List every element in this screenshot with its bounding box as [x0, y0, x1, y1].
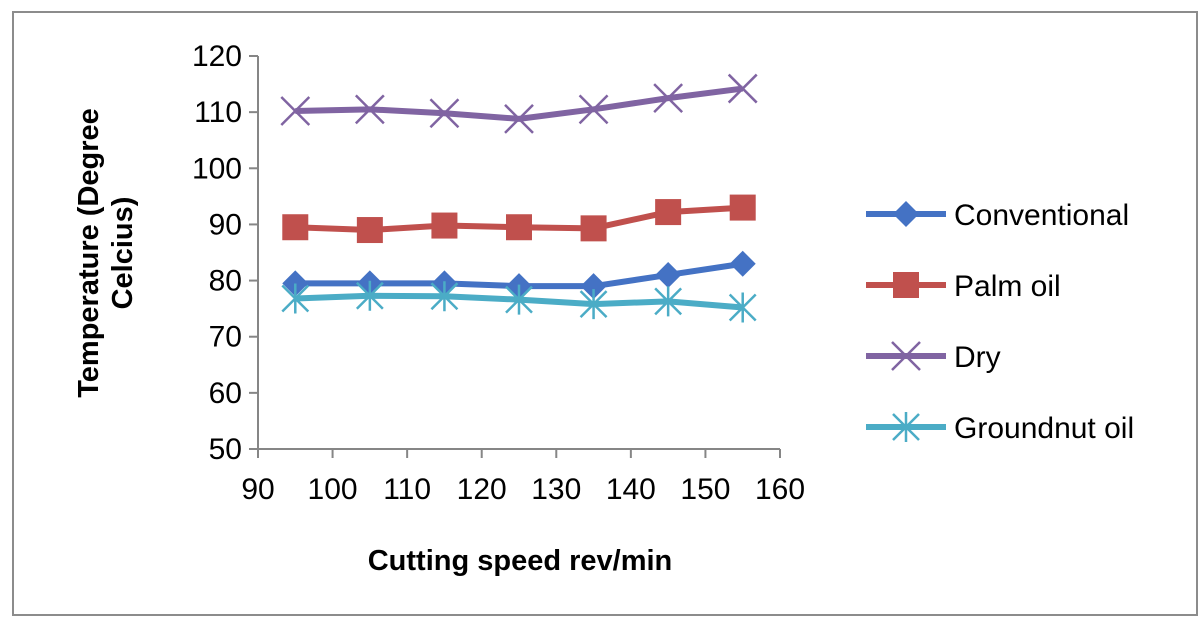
- y-tick-label: 90: [209, 208, 242, 241]
- legend-item-conventional: Conventional: [866, 199, 1129, 232]
- data-point-dry: [280, 96, 311, 126]
- x-tick-label: 110: [383, 473, 431, 506]
- data-point-dry: [354, 94, 385, 125]
- legend-label-groundnut-oil: Groundnut oil: [954, 412, 1134, 445]
- legend-swatch-marker: [892, 412, 920, 442]
- legend-item-dry: Dry: [866, 341, 1001, 374]
- x-tick-label: 100: [308, 473, 358, 506]
- y-tick-label: 80: [209, 265, 242, 298]
- data-point-groundnut-oil: [654, 286, 683, 317]
- data-point-groundnut-oil: [355, 280, 384, 311]
- data-point-palm-oil: [580, 215, 607, 242]
- data-point-dry: [429, 98, 460, 129]
- data-point-palm-oil: [655, 199, 682, 226]
- y-axis-title-line2: Celcius): [107, 197, 139, 310]
- data-point-palm-oil: [356, 217, 383, 244]
- data-point-conventional: [580, 273, 607, 300]
- x-tick-label: 150: [680, 473, 730, 506]
- y-tick-label: 60: [209, 377, 242, 410]
- data-point-groundnut-oil: [505, 284, 533, 315]
- y-tick-label: 100: [192, 152, 242, 185]
- data-point-dry: [727, 73, 758, 104]
- data-point-conventional: [282, 270, 309, 297]
- legend-swatch-marker: [891, 341, 921, 371]
- series-groundnut-oil: [281, 280, 757, 323]
- data-point-palm-oil: [729, 194, 756, 221]
- series-lines: [280, 73, 758, 323]
- x-tick-label: 90: [241, 473, 274, 506]
- data-point-groundnut-oil: [281, 283, 310, 314]
- data-point-dry: [653, 83, 684, 113]
- legend-label-palm-oil: Palm oil: [954, 270, 1061, 303]
- data-point-groundnut-oil: [430, 281, 459, 312]
- y-tick-label: 120: [192, 40, 242, 73]
- legend-label-dry: Dry: [954, 341, 1001, 374]
- data-point-dry: [578, 94, 609, 125]
- data-point-palm-oil: [431, 212, 458, 239]
- y-tick-label: 50: [209, 433, 242, 466]
- data-point-groundnut-oil: [579, 289, 608, 320]
- data-point-palm-oil: [506, 214, 532, 241]
- data-point-groundnut-oil: [728, 292, 757, 323]
- legend-item-palm-oil: Palm oil: [866, 270, 1061, 303]
- legend: Conventional Palm oil Dry Groundnut oil: [866, 199, 1134, 445]
- series-palm-oil: [282, 194, 756, 244]
- y-tick-label: 110: [194, 96, 242, 129]
- axes: 50 60 70 80 90 100 110 120 90 100 110 120 130 140 150 1…: [192, 40, 805, 506]
- legend-item-groundnut-oil: Groundnut oil: [866, 412, 1134, 445]
- x-tick-label: 130: [531, 473, 581, 506]
- legend-swatch-marker: [893, 272, 919, 298]
- legend-label-conventional: Conventional: [954, 199, 1129, 232]
- x-axis-title: Cutting speed rev/min: [368, 545, 673, 577]
- y-tick-label: 70: [209, 321, 242, 354]
- chart-border: [12, 11, 1198, 616]
- data-point-conventional: [729, 250, 756, 277]
- y-axis-title-group: Temperature (Degree Celcius): [73, 108, 139, 398]
- legend-swatch-marker: [893, 201, 919, 227]
- x-tick-label: 140: [606, 473, 656, 506]
- y-axis-title-line1: Temperature (Degree: [73, 108, 105, 398]
- data-point-dry: [504, 103, 534, 134]
- data-point-palm-oil: [282, 214, 309, 241]
- data-point-conventional: [655, 261, 682, 288]
- x-tick-label: 160: [755, 473, 805, 506]
- x-tick-label: 120: [457, 473, 507, 506]
- series-dry: [280, 73, 758, 134]
